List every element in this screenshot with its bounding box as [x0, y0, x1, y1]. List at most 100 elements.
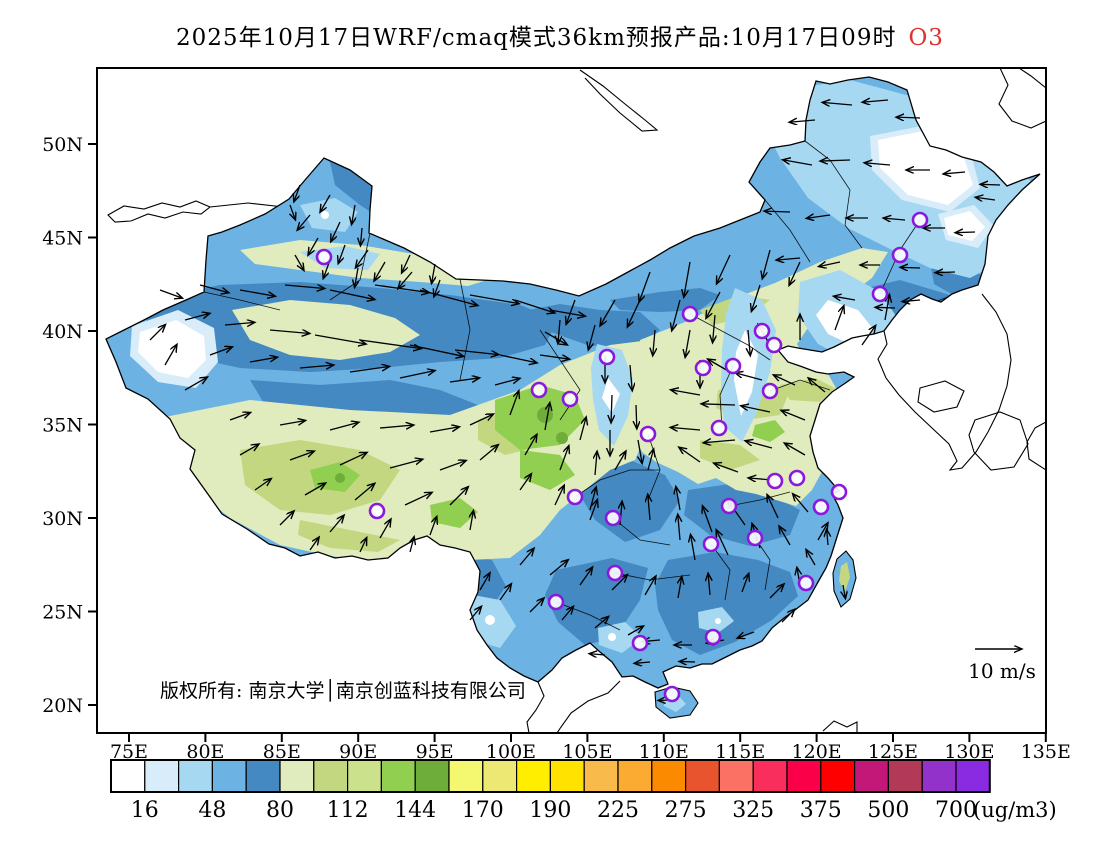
city-marker	[566, 488, 584, 506]
wind-arrow	[499, 584, 511, 601]
wind-arrow	[184, 313, 210, 321]
colorbar-cell	[752, 759, 788, 793]
wind-arrow	[627, 299, 641, 327]
wind-arrow	[199, 284, 229, 293]
wind-arrow	[329, 515, 344, 533]
wind-arrow	[439, 460, 466, 471]
wind-arrow	[279, 511, 294, 526]
copyright-text: 版权所有: 南京大学│南京创蓝科技有限公司	[160, 679, 526, 702]
city-marker	[766, 472, 784, 490]
wind-arrow	[647, 449, 654, 471]
colorbar-cell	[820, 759, 856, 793]
lat-label: 40N	[42, 321, 83, 343]
wind-arrow	[269, 330, 310, 333]
wind-arrow	[374, 284, 429, 293]
wind-arrow	[374, 261, 386, 281]
wind-arrow	[776, 258, 801, 260]
lon-label: 80E	[186, 741, 224, 763]
wind-arrow	[289, 451, 314, 461]
wind-arrow	[611, 394, 612, 423]
wind-arrow	[279, 420, 306, 425]
wind-arrow	[594, 616, 609, 629]
colorbar-cell	[515, 759, 551, 793]
russia-coast-fragment	[998, 69, 1045, 129]
korea-coastline	[877, 293, 1012, 471]
colorbar-cell	[684, 759, 720, 793]
wind-arrow	[636, 404, 637, 429]
wind-arrow	[454, 349, 499, 355]
colorbar-label: 225	[597, 798, 639, 823]
city-marker	[830, 483, 848, 501]
wind-arrow	[764, 211, 791, 212]
wind-arrow	[309, 537, 319, 551]
wind-arrow	[864, 163, 891, 165]
colorbar-label: 275	[665, 798, 707, 823]
wind-arrow	[684, 261, 691, 297]
title-main: 2025年10月17日WRF/cmaq模式36km预报产品:10月17日09时	[176, 25, 896, 51]
wind-arrow	[469, 294, 519, 304]
wind-arrow	[630, 364, 632, 391]
wind-arrow	[735, 373, 763, 381]
wind-arrow	[745, 441, 773, 449]
taiwan-island	[832, 550, 857, 608]
wind-arrow	[184, 377, 208, 391]
lon-label: 130E	[944, 741, 994, 763]
wind-arrow	[762, 249, 771, 279]
wind-arrow	[748, 329, 750, 356]
wind-arrow	[549, 309, 585, 316]
latitude-axis: 50N 45N 40N 35N 30N 25N 20N	[42, 134, 97, 717]
wind-arrow	[149, 324, 166, 341]
wind-arrow	[741, 406, 771, 413]
wind-arrow	[284, 285, 325, 288]
wind-arrow	[249, 357, 278, 363]
wind-arrow	[539, 354, 570, 359]
colorbar-cell	[786, 759, 822, 793]
lon-label: 90E	[339, 741, 377, 763]
wind-arrow	[239, 289, 275, 296]
city-marker	[604, 509, 622, 527]
lon-label: 75E	[110, 741, 148, 763]
wind-arrow	[410, 537, 414, 553]
colorbar-cell	[617, 759, 653, 793]
colorbar-cell	[921, 759, 957, 793]
wind-arrow	[614, 451, 626, 471]
colorbar-cell	[482, 759, 518, 793]
wind-arrow	[329, 289, 375, 300]
lat-label: 50N	[42, 134, 83, 156]
colorbar-cell	[178, 759, 214, 793]
wind-arrow	[299, 365, 334, 368]
neighbour-coastlines	[107, 69, 1045, 732]
longitude-axis: 75E 80E 85E 90E 95E 100E 105E 110E 115E 120E 125E 1…	[110, 733, 1071, 763]
city-marker	[606, 564, 624, 582]
wind-arrow	[469, 606, 482, 621]
wind-arrow	[703, 440, 736, 443]
city-marker	[724, 357, 742, 375]
wind-arrow	[634, 662, 651, 663]
colorbar-label: 500	[867, 798, 909, 823]
wind-arrow	[769, 584, 784, 599]
colorbar-label: 700	[935, 798, 977, 823]
colorbar-cell	[245, 759, 281, 793]
wind-arrow	[589, 499, 598, 521]
lon-label: 105E	[562, 741, 612, 763]
wind-arrow	[773, 375, 796, 386]
wind-arrow	[549, 560, 568, 576]
lon-label: 95E	[416, 741, 454, 763]
colorbar-frame	[110, 759, 991, 793]
wind-arrow	[789, 261, 801, 286]
wind-arrow	[713, 314, 715, 343]
colorbar-label: 325	[732, 798, 774, 823]
colorbar-cell	[549, 759, 585, 793]
wind-arrow	[820, 160, 851, 161]
wind-arrow	[678, 514, 680, 541]
wind-arrow	[827, 529, 828, 546]
wind-arrow	[359, 537, 367, 553]
wind-arrow	[338, 244, 346, 264]
japan-island-3	[1026, 421, 1045, 471]
colorbar-cell	[144, 759, 180, 793]
city-marker	[746, 529, 764, 547]
colorbar-label: 16	[131, 798, 159, 823]
wind-arrow	[782, 160, 813, 166]
